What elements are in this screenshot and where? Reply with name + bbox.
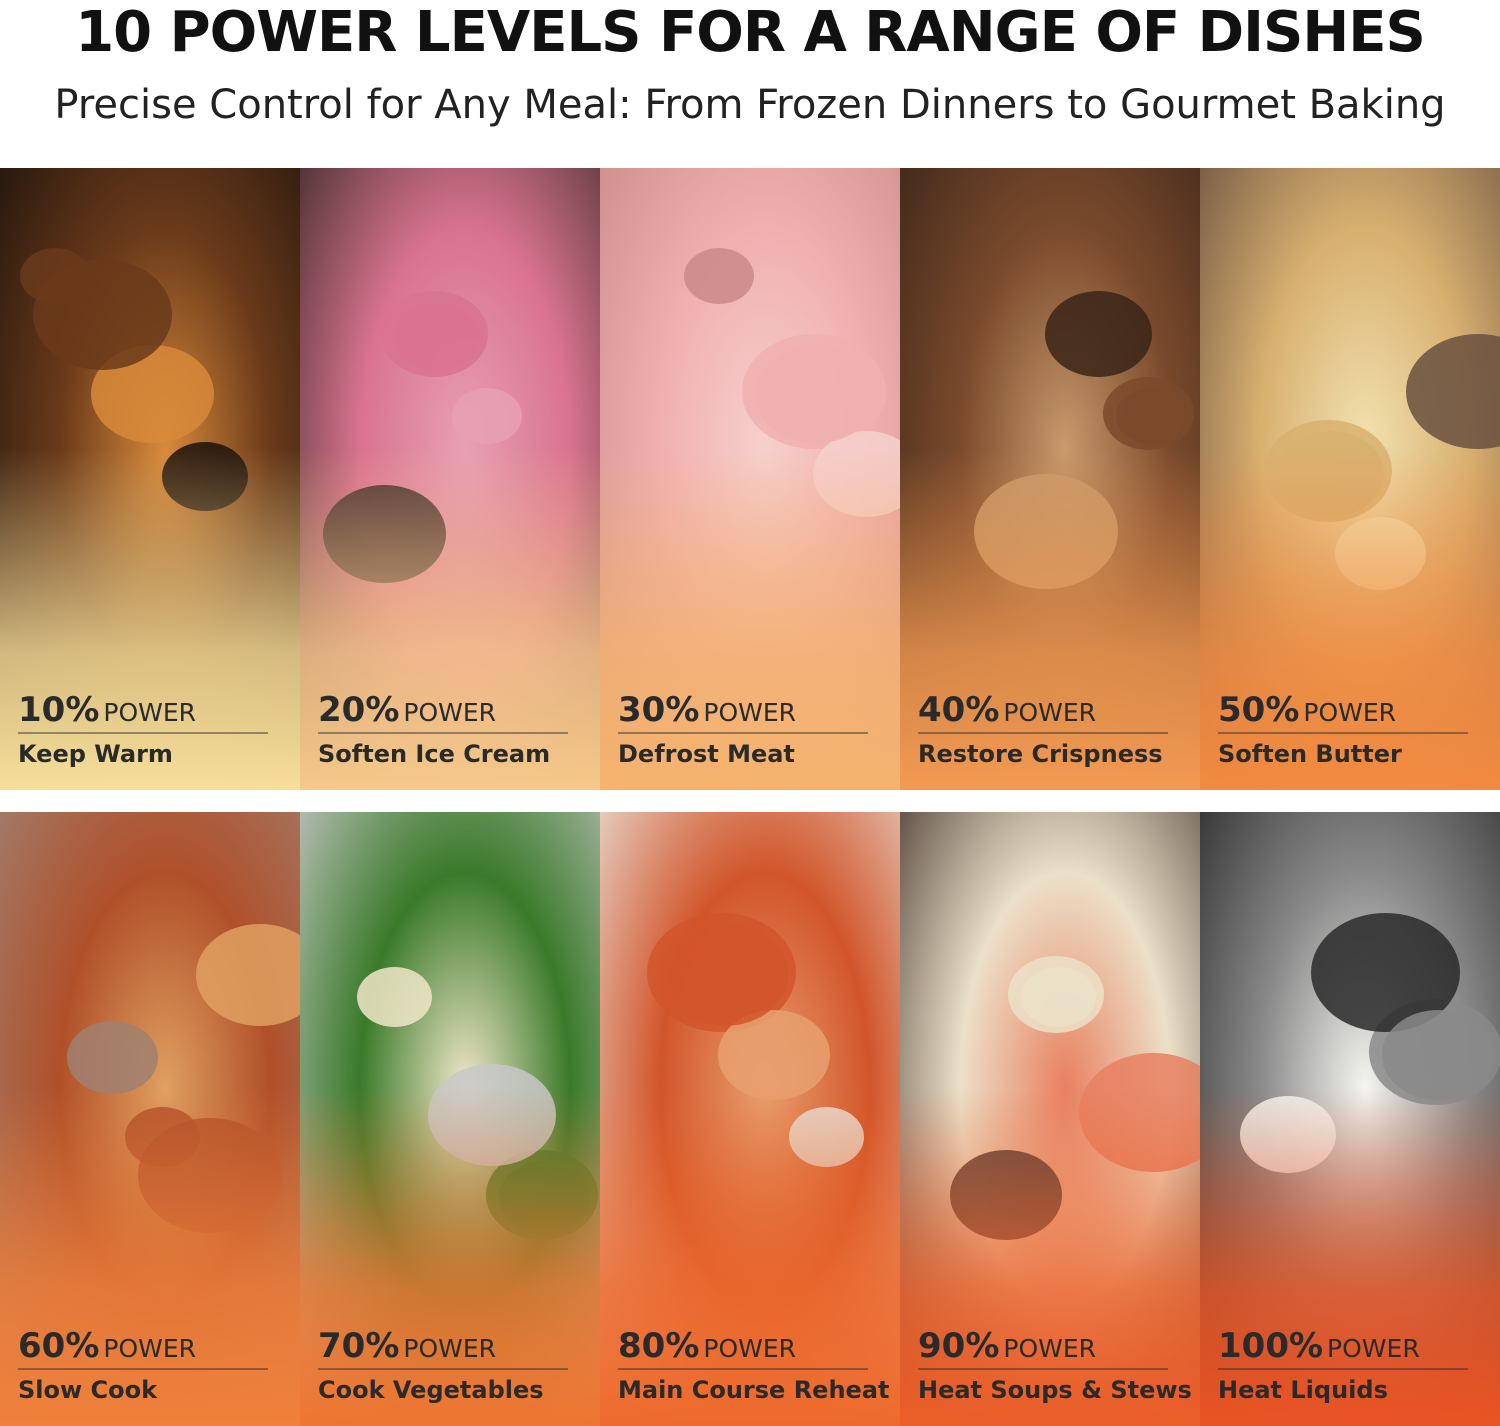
label-shade xyxy=(300,447,600,790)
label-shade xyxy=(600,1088,900,1426)
label-shade xyxy=(1200,447,1500,790)
divider xyxy=(618,1368,868,1370)
food-panel: 90% POWER Heat Soups & Stews xyxy=(900,812,1200,1426)
food-detail xyxy=(357,967,432,1027)
use-case: Defrost Meat xyxy=(618,740,795,768)
power-level: 80% xyxy=(618,1326,700,1366)
power-level: 90% xyxy=(918,1326,1000,1366)
power-word: POWER xyxy=(403,698,497,727)
power-label: 50% POWER Soften Butter xyxy=(1218,690,1488,768)
power-label: 90% POWER Heat Soups & Stews xyxy=(918,1326,1192,1404)
food-detail xyxy=(684,248,754,304)
power-line: 30% POWER xyxy=(618,690,888,730)
food-panel: 100% POWER Heat Liquids xyxy=(1200,812,1500,1426)
power-line: 70% POWER xyxy=(318,1326,588,1366)
divider xyxy=(318,732,568,734)
power-level: 70% xyxy=(318,1326,400,1366)
power-line: 20% POWER xyxy=(318,690,588,730)
power-word: POWER xyxy=(403,1334,497,1363)
power-line: 60% POWER xyxy=(18,1326,288,1366)
food-detail xyxy=(1406,334,1500,450)
label-shade xyxy=(0,1088,300,1426)
use-case: Main Course Reheat xyxy=(618,1376,890,1404)
power-word: POWER xyxy=(703,698,797,727)
power-level: 100% xyxy=(1218,1326,1324,1366)
divider xyxy=(18,732,268,734)
food-detail xyxy=(33,259,172,371)
power-level: 60% xyxy=(18,1326,100,1366)
power-word: POWER xyxy=(1327,1334,1420,1363)
label-shade xyxy=(900,1088,1200,1426)
power-label: 70% POWER Cook Vegetables xyxy=(318,1326,588,1404)
power-line: 10% POWER xyxy=(18,690,288,730)
power-line: 100% POWER xyxy=(1218,1326,1488,1366)
power-label: 10% POWER Keep Warm xyxy=(18,690,288,768)
food-detail xyxy=(67,1021,158,1094)
subtitle: Precise Control for Any Meal: From Froze… xyxy=(54,82,1446,128)
food-panel: 50% POWER Soften Butter xyxy=(1200,168,1500,790)
food-detail xyxy=(394,302,480,371)
food-panel: 70% POWER Cook Vegetables xyxy=(300,812,600,1426)
power-word: POWER xyxy=(1003,1334,1097,1363)
divider xyxy=(918,1368,1168,1370)
power-word: POWER xyxy=(1303,698,1397,727)
power-label: 80% POWER Main Course Reheat xyxy=(618,1326,890,1404)
food-detail xyxy=(196,924,300,1027)
power-label: 60% POWER Slow Cook xyxy=(18,1326,288,1404)
use-case: Keep Warm xyxy=(18,740,173,768)
power-level: 20% xyxy=(318,690,400,730)
divider xyxy=(1218,732,1468,734)
divider xyxy=(618,732,868,734)
divider xyxy=(18,1368,268,1370)
power-label: 30% POWER Defrost Meat xyxy=(618,690,888,768)
use-case: Soften Butter xyxy=(1218,740,1402,768)
food-detail xyxy=(1382,1010,1494,1100)
use-case: Heat Liquids xyxy=(1218,1376,1388,1404)
power-line: 80% POWER xyxy=(618,1326,888,1366)
power-label: 100% POWER Heat Liquids xyxy=(1218,1326,1488,1404)
food-detail xyxy=(1045,291,1152,377)
label-shade xyxy=(0,447,300,790)
food-detail xyxy=(1116,388,1186,444)
label-shade xyxy=(900,447,1200,790)
power-level: 50% xyxy=(1218,690,1300,730)
power-level: 40% xyxy=(918,690,1000,730)
divider xyxy=(1218,1368,1468,1370)
use-case: Slow Cook xyxy=(18,1376,158,1404)
food-detail xyxy=(660,924,788,1027)
label-shade xyxy=(300,1088,600,1426)
use-case: Heat Soups & Stews xyxy=(918,1376,1192,1404)
power-line: 40% POWER xyxy=(918,690,1188,730)
food-detail xyxy=(1021,967,1096,1027)
use-case: Soften Ice Cream xyxy=(318,740,551,768)
use-case: Cook Vegetables xyxy=(318,1376,544,1404)
food-panel: 40% POWER Restore Crispness xyxy=(900,168,1200,790)
power-line: 50% POWER xyxy=(1218,690,1488,730)
power-word: POWER xyxy=(703,1334,797,1363)
power-word: POWER xyxy=(1003,698,1097,727)
use-case: Restore Crispness xyxy=(918,740,1163,768)
power-label: 20% POWER Soften Ice Cream xyxy=(318,690,588,768)
food-detail xyxy=(755,345,878,444)
power-word: POWER xyxy=(103,1334,197,1363)
label-shade xyxy=(1200,1088,1500,1426)
food-panel: 20% POWER Soften Ice Cream xyxy=(300,168,600,790)
divider xyxy=(318,1368,568,1370)
title: 10 POWER LEVELS FOR A RANGE OF DISHES xyxy=(75,0,1426,65)
power-level: 10% xyxy=(18,690,100,730)
food-panel: 30% POWER Defrost Meat xyxy=(600,168,900,790)
food-panel: 10% POWER Keep Warm xyxy=(0,168,300,790)
divider xyxy=(918,732,1168,734)
power-label: 40% POWER Restore Crispness xyxy=(918,690,1188,768)
food-panel: 60% POWER Slow Cook xyxy=(0,812,300,1426)
food-detail xyxy=(452,388,522,444)
power-word: POWER xyxy=(103,698,197,727)
label-shade xyxy=(600,447,900,790)
power-level: 30% xyxy=(618,690,700,730)
food-panel: 80% POWER Main Course Reheat xyxy=(600,812,900,1426)
power-line: 90% POWER xyxy=(918,1326,1188,1366)
